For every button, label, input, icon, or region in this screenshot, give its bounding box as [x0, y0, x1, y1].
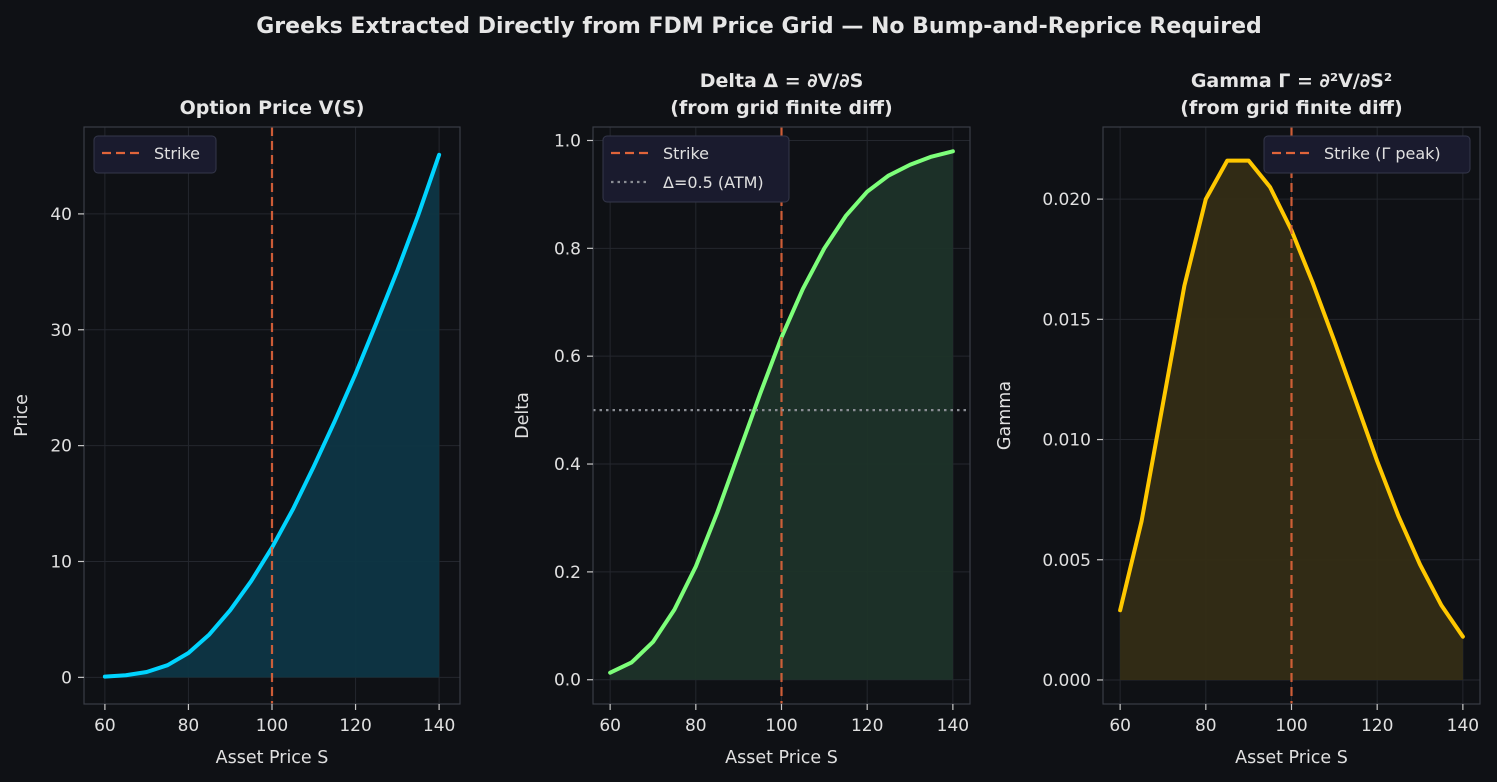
- legend-box: [602, 135, 790, 203]
- y-axis-label: Delta: [513, 392, 533, 439]
- y-tick-label: 0.020: [1042, 190, 1091, 210]
- x-axis-label: Asset Price S: [216, 748, 329, 768]
- x-tick-label: 120: [851, 716, 883, 736]
- x-tick-label: 120: [339, 716, 371, 736]
- x-tick-label: 60: [599, 716, 621, 736]
- panel-title: Option Price V(S): [180, 97, 365, 119]
- y-tick-label: 0.0: [554, 671, 581, 691]
- y-tick-label: 0.010: [1042, 431, 1091, 451]
- x-tick-label: 120: [1361, 716, 1393, 736]
- y-tick-label: 0: [61, 668, 72, 688]
- y-tick-label: 30: [50, 321, 72, 341]
- figure-suptitle: Greeks Extracted Directly from FDM Price…: [256, 14, 1262, 39]
- x-tick-label: 80: [178, 716, 200, 736]
- x-tick-label: 140: [423, 716, 455, 736]
- panel-title: (from grid finite diff): [1180, 97, 1402, 119]
- x-tick-label: 80: [685, 716, 707, 736]
- legend-label: Strike (Γ peak): [1324, 144, 1441, 163]
- panel-title: Gamma Γ = ∂²V/∂S²: [1191, 70, 1392, 92]
- panel-title: (from grid finite diff): [670, 97, 892, 119]
- y-tick-label: 0.8: [554, 239, 581, 259]
- y-axis-label: Price: [12, 394, 32, 437]
- legend-box: [93, 135, 217, 174]
- y-tick-label: 0.6: [554, 347, 581, 367]
- y-tick-label: 10: [50, 552, 72, 572]
- x-axis-label: Asset Price S: [725, 748, 838, 768]
- y-tick-label: 0.015: [1042, 310, 1091, 330]
- x-tick-label: 140: [937, 716, 969, 736]
- panel-1: 60 80 100 120 140 0 10 20 30 40 Asset Price S Price…: [12, 97, 461, 768]
- y-tick-label: 0.2: [554, 563, 581, 583]
- panels: 60 80 100 120 140 0 10 20 30 40 Asset Price S Price…: [12, 70, 1481, 768]
- panel-title: Delta Δ = ∂V/∂S: [700, 70, 864, 92]
- legend: Strike Δ=0.5 (ATM): [602, 135, 790, 203]
- legend-box: [1263, 135, 1471, 174]
- y-axis-label: Gamma: [995, 381, 1015, 450]
- legend-label: Δ=0.5 (ATM): [663, 173, 764, 192]
- x-tick-label: 60: [1109, 716, 1131, 736]
- series-area-fill: [1120, 160, 1463, 680]
- legend: Strike: [93, 135, 217, 174]
- x-axis-label: Asset Price S: [1235, 748, 1348, 768]
- y-tick-label: 40: [50, 205, 72, 225]
- panel-2: 60 80 100 120 140 0.0 0.2 0.4 0.6 0.8 1.0 Asset Pri…: [513, 70, 971, 768]
- x-tick-label: 100: [256, 716, 288, 736]
- x-tick-label: 100: [765, 716, 797, 736]
- y-tick-label: 0.000: [1042, 671, 1091, 691]
- y-tick-label: 0.005: [1042, 551, 1091, 571]
- x-tick-label: 60: [94, 716, 116, 736]
- series-area-fill: [104, 154, 440, 678]
- y-tick-label: 20: [50, 437, 72, 457]
- panel-3: 60 80 100 120 140 0.000 0.005 0.010 0.015 0.020 As…: [995, 70, 1481, 768]
- y-tick-label: 0.4: [554, 455, 581, 475]
- legend-label: Strike: [154, 144, 200, 163]
- legend: Strike (Γ peak): [1263, 135, 1471, 174]
- legend-label: Strike: [663, 144, 709, 163]
- x-tick-label: 100: [1275, 716, 1307, 736]
- x-tick-label: 140: [1447, 716, 1479, 736]
- x-tick-label: 80: [1195, 716, 1217, 736]
- y-tick-label: 1.0: [554, 131, 581, 151]
